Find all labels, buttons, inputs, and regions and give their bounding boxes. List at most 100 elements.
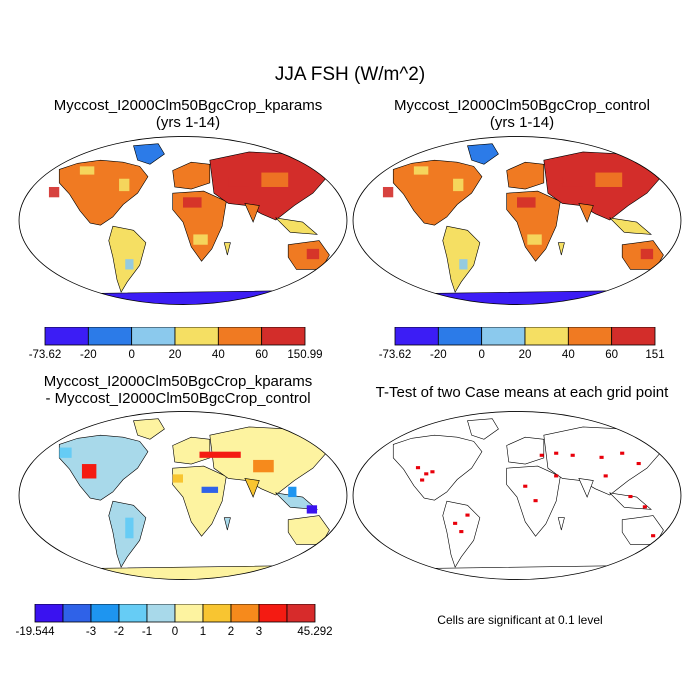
cbar1-swatch	[87, 327, 133, 346]
panel-1-title: Myccost_I2000Clm50BgcCrop_kparams (yrs 1…	[28, 97, 348, 131]
significant-cell	[599, 455, 604, 459]
significant-cell	[636, 461, 641, 466]
map2-land-madagascar	[557, 242, 565, 256]
map3-land-antarctica	[25, 564, 341, 580]
panel-3-colorbar-tick-label: 0	[172, 626, 178, 638]
map-texture-patch	[261, 172, 289, 187]
map-texture-patch	[453, 178, 464, 192]
map4-land-greenland	[467, 418, 499, 440]
map-texture-patch	[527, 234, 542, 245]
cbar2-swatch	[567, 327, 613, 346]
map1-land-antarctica	[25, 289, 341, 305]
map-texture-patch	[306, 248, 320, 260]
cbar1-swatch	[44, 327, 89, 346]
significant-cell	[628, 494, 633, 499]
map2-land-greenland	[467, 143, 499, 165]
significant-cell	[603, 474, 608, 478]
map-diff-patch	[172, 474, 183, 483]
map-texture-patch	[228, 176, 249, 187]
map3-land-australia	[287, 515, 330, 545]
cbar2-tick-label: 60	[605, 349, 618, 361]
map4-land-australia	[621, 515, 664, 545]
cbar1-tick-label: -73.62	[29, 349, 62, 361]
significant-cell	[570, 453, 575, 457]
cbar2-tick-label: -20	[430, 349, 447, 361]
map-diff-patch	[59, 447, 72, 458]
panel-1-title-line1: Myccost_I2000Clm50BgcCrop_kparams	[53, 97, 323, 114]
map-texture-patch	[48, 186, 60, 198]
cbar2-tick-label: 20	[519, 349, 532, 361]
significant-cell	[539, 453, 544, 457]
panel-3-colorbar-tick-label: -2	[114, 626, 124, 638]
map2-border	[352, 136, 682, 305]
cbar1-tick-label: 0	[128, 349, 134, 361]
panel-4-title: T-Test of two Case means at each grid po…	[357, 384, 687, 401]
map2-land-antarctica	[359, 289, 675, 305]
significant-cell	[554, 451, 559, 455]
map1-land-southeast-asia	[274, 217, 318, 235]
panel-3-map	[18, 411, 348, 580]
cbar1-tick-label: 40	[212, 349, 225, 361]
significant-cell	[430, 470, 435, 474]
panel-1-map	[18, 136, 348, 305]
map-texture-patch	[413, 166, 429, 175]
panel-3-colorbar-swatch	[90, 604, 120, 623]
significant-cell	[642, 505, 647, 509]
cbar2-swatch	[437, 327, 483, 346]
panel-3-colorbar-swatch	[230, 604, 260, 623]
map1-land-india	[244, 203, 260, 223]
figure-title: JJA FSH (W/m^2)	[274, 64, 426, 85]
significance-footnote: Cells are significant at 0.1 level	[437, 613, 603, 627]
panel-3-colorbar-swatch	[118, 604, 148, 623]
map-texture-patch	[79, 166, 95, 175]
map1-land-africa	[172, 190, 227, 262]
panel-2-title-line2: (yrs 1-14)	[489, 114, 555, 131]
map1-land-europe	[172, 161, 211, 190]
significant-cell	[533, 499, 538, 503]
panel-2-colorbar: -73.62 -20 0 20 40 60 151	[379, 327, 665, 361]
map-texture-patch	[119, 178, 130, 192]
panel-3-colorbar-tick-label: 3	[256, 626, 262, 638]
panel-3-colorbar-swatch	[146, 604, 176, 623]
map2-land-north-america	[392, 159, 483, 226]
panel-3-colorbar-tick-label: -1	[142, 626, 152, 638]
panel-3-colorbar-swatch	[258, 604, 288, 623]
map4-land-asia	[543, 426, 662, 496]
map-texture-patch	[125, 259, 134, 270]
map3-land-north-america	[58, 434, 149, 501]
significant-cell	[424, 472, 429, 476]
cbar1-tick-label: 150.99	[287, 349, 322, 361]
cbar1-swatch	[131, 327, 176, 346]
panel-3-title: Myccost_I2000Clm50BgcCrop_kparams - Mycc…	[18, 373, 338, 407]
significant-cell	[554, 474, 559, 478]
map4-land-antarctica	[359, 564, 675, 580]
map-texture-patch	[640, 248, 654, 260]
cbar1-swatch	[261, 327, 306, 346]
panel-3-colorbar-swatch	[286, 604, 316, 623]
map4-land-north-america	[392, 434, 483, 501]
panel-1-colorbar: -73.62 -20 0 20 40 60 150.99	[29, 327, 323, 361]
map1-land-greenland	[133, 143, 165, 165]
panel-2-title: Myccost_I2000Clm50BgcCrop_control (yrs 1…	[362, 97, 682, 131]
cbar1-swatch	[217, 327, 263, 346]
significant-cell	[465, 513, 470, 517]
map3-border	[18, 411, 348, 580]
map2-land-africa	[506, 190, 561, 262]
map-diff-patch	[253, 459, 274, 473]
panel-3-colorbar-tick-label: -3	[86, 626, 96, 638]
map-diff-patch	[306, 505, 318, 514]
significant-cell	[651, 534, 656, 538]
cbar1-tick-label: 60	[255, 349, 268, 361]
panel-3-colorbar-swatch	[34, 604, 64, 623]
map-texture-patch	[183, 197, 202, 208]
map3-land-india	[244, 478, 260, 498]
map2-land-southeast-asia	[608, 217, 652, 235]
map4-land-madagascar	[557, 517, 565, 531]
map3-land-greenland	[133, 418, 165, 440]
map-texture-patch	[517, 197, 536, 208]
map3-land-europe	[172, 436, 211, 465]
panel-4-title-line1: T-Test of two Case means at each grid po…	[375, 384, 669, 401]
cbar1-tick-label: -20	[80, 349, 97, 361]
map1-land-madagascar	[223, 242, 231, 256]
cbar1-swatch	[174, 327, 219, 346]
